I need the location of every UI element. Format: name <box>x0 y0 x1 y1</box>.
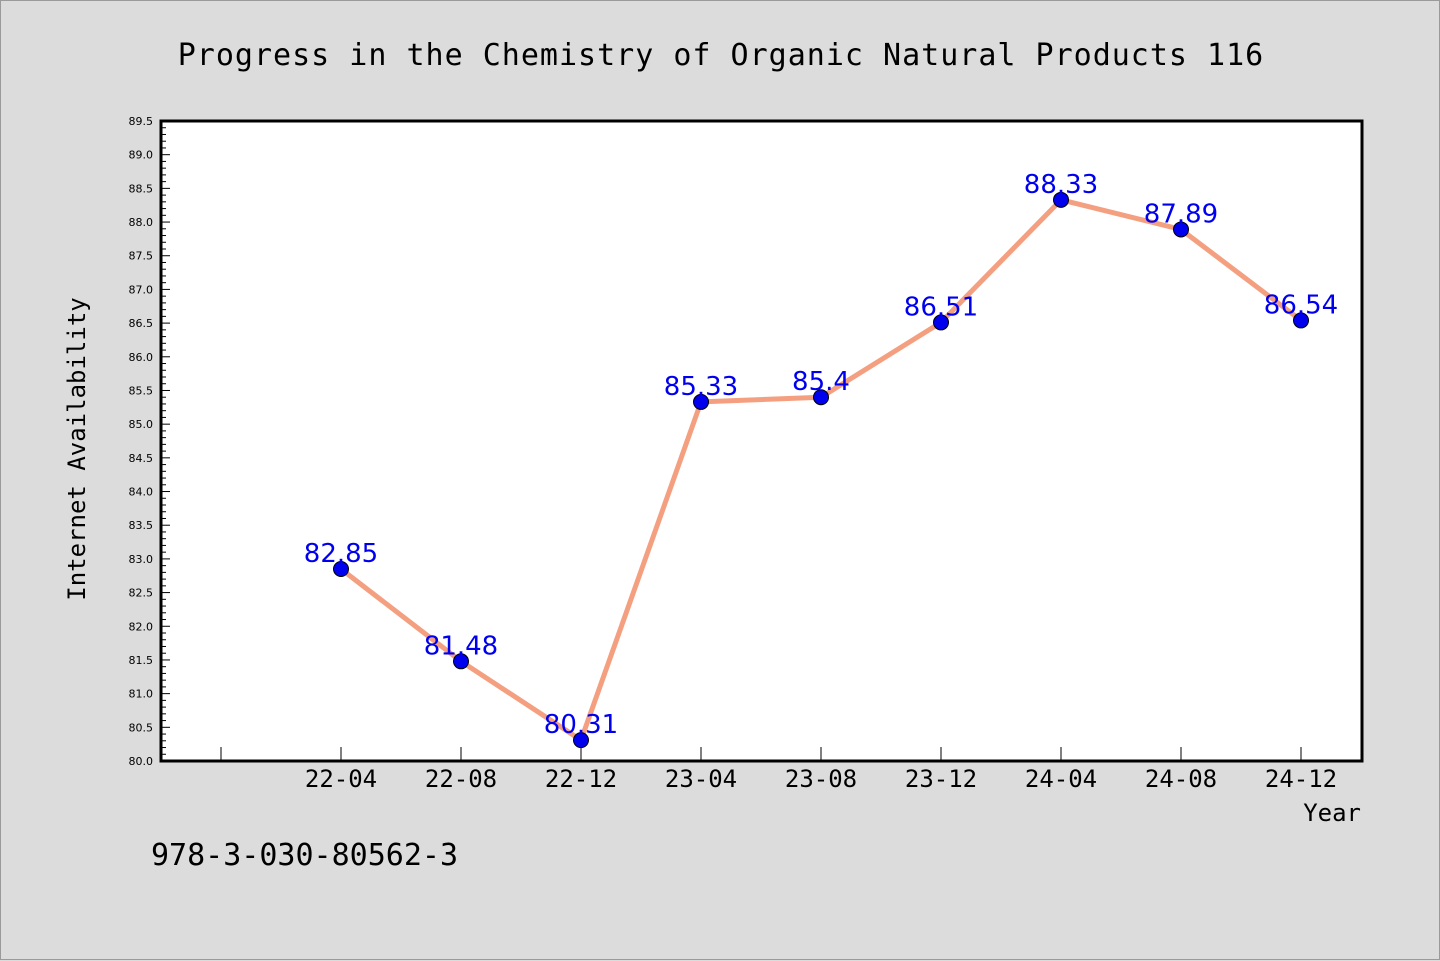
y-tick-label: 86.5 <box>129 317 154 330</box>
data-label: 85.33 <box>664 372 738 402</box>
x-tick-label: 23-04 <box>665 765 737 793</box>
data-point <box>1173 221 1189 238</box>
data-labels: 82.85 81.48 80.31 85.33 85.4 86.51 88.33 87.89 8… <box>304 170 1338 740</box>
chart-title: Progress in the Chemistry of Organic Nat… <box>178 38 1265 73</box>
x-tick-label: 24-08 <box>1145 765 1217 793</box>
y-tick-label: 85.0 <box>129 418 154 431</box>
y-tick-label: 83.0 <box>129 553 154 566</box>
y-tick-label: 80.5 <box>129 721 154 734</box>
x-tick-label: 24-04 <box>1025 765 1097 793</box>
data-label: 80.31 <box>544 710 618 740</box>
x-tick-label: 23-12 <box>905 765 977 793</box>
y-tick-label: 89.0 <box>129 149 154 162</box>
y-tick-label: 89.5 <box>129 115 154 128</box>
data-point <box>813 389 829 406</box>
plot-area <box>159 119 1364 763</box>
data-point <box>333 561 349 577</box>
data-label: 86.54 <box>1264 290 1338 320</box>
y-tick-label: 85.5 <box>129 384 154 397</box>
y-tick-label: 87.5 <box>129 250 154 263</box>
data-point <box>933 314 949 331</box>
y-tick-label: 82.5 <box>129 587 154 600</box>
y-tick-label: 84.5 <box>129 452 154 465</box>
y-tick-label: 87.0 <box>129 283 154 296</box>
data-point <box>1293 312 1309 329</box>
y-tick-label: 81.0 <box>129 688 154 701</box>
footnote-isbn: 978-3-030-80562-3 <box>151 838 458 873</box>
y-tick-label: 80.0 <box>129 755 154 768</box>
x-tick-label: 22-04 <box>305 765 377 793</box>
x-axis-label: Year <box>1303 799 1361 827</box>
y-tick-label: 84.0 <box>129 486 154 499</box>
y-axis-ticks: 80.0 80.5 81.0 81.5 82.0 82.5 83.0 83.5 84.0 84.5… <box>129 115 170 768</box>
y-tick-label: 81.5 <box>129 654 154 667</box>
x-tick-label: 22-08 <box>425 765 497 793</box>
y-tick-label: 83.5 <box>129 519 154 532</box>
data-label: 82.85 <box>304 539 378 569</box>
data-label: 88.33 <box>1024 170 1098 200</box>
data-label: 86.51 <box>904 292 978 322</box>
y-tick-label: 86.0 <box>129 351 154 364</box>
x-axis-ticks: 22-04 22-08 22-12 23-04 23-08 23-12 24-04 24-08… <box>220 747 1337 793</box>
data-label: 87.89 <box>1144 199 1218 229</box>
x-tick-label: 24-12 <box>1265 765 1337 793</box>
data-points <box>333 191 1309 749</box>
data-label: 81.48 <box>424 631 498 661</box>
data-point <box>1053 191 1069 208</box>
data-point <box>573 732 589 749</box>
data-point <box>693 393 709 410</box>
y-tick-label: 82.0 <box>129 620 154 633</box>
x-tick-label: 22-12 <box>545 765 617 793</box>
y-tick-label: 88.0 <box>129 216 154 229</box>
data-point <box>453 653 469 670</box>
x-tick-label: 23-08 <box>785 765 857 793</box>
y-tick-label: 88.5 <box>129 182 154 195</box>
data-label: 85.4 <box>792 367 850 397</box>
y-axis-label: Internet Availability <box>63 297 91 600</box>
